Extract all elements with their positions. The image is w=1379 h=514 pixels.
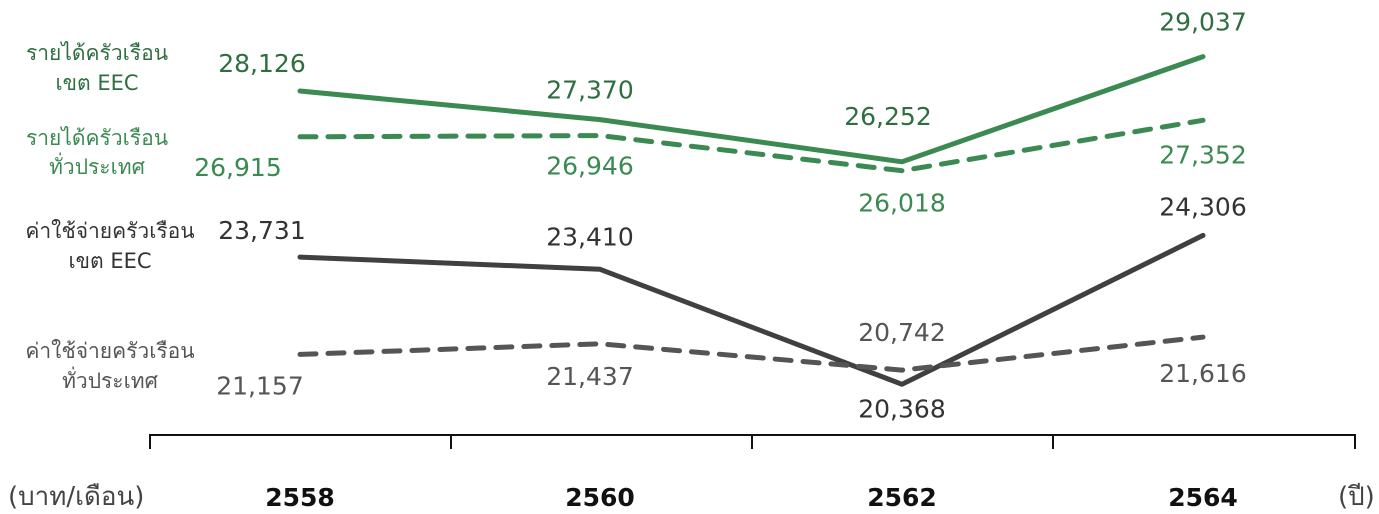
series-line (297, 117, 1206, 174)
data-label: 23,731 (218, 216, 305, 245)
data-label: 21,616 (1159, 359, 1246, 388)
legend-entry-label: รายได้ครัวเรือน (26, 41, 168, 65)
series-line (297, 54, 1206, 165)
x-tick-label: 2560 (565, 483, 635, 512)
x-axis: 2558 2560 2562 2564 (149, 434, 1356, 512)
data-label: 26,946 (546, 152, 633, 181)
legend-entry-label: ทั่วประเทศ (62, 366, 159, 393)
series-lines (297, 54, 1206, 387)
legend-entry-label: รายได้ครัวเรือน (26, 126, 168, 150)
x-tick-label: 2564 (1168, 483, 1238, 512)
data-label: 26,018 (858, 189, 945, 218)
data-label: 26,915 (194, 153, 281, 182)
data-labels: 28,126 27,370 26,252 29,037 26,915 26,946 26,0… (194, 8, 1246, 424)
data-label: 21,437 (546, 362, 633, 391)
data-label: 23,410 (546, 222, 633, 251)
data-label: 20,368 (858, 394, 945, 423)
data-label: 29,037 (1159, 8, 1246, 37)
data-label: 26,252 (844, 102, 931, 131)
data-label: 27,370 (546, 76, 633, 105)
series-line (297, 334, 1206, 373)
legend-entry-label: ค่าใช้จ่ายครัวเรือน (25, 219, 194, 243)
data-label: 27,352 (1159, 140, 1246, 169)
data-label: 21,157 (216, 371, 303, 400)
x-unit-label: (ปี) (1338, 482, 1375, 512)
legend-entry-label: เขต EEC (68, 249, 151, 273)
data-label: 24,306 (1159, 192, 1246, 221)
x-tick-label: 2558 (265, 483, 335, 512)
series-line (297, 232, 1206, 387)
legend-entry-label: ค่าใช้จ่ายครัวเรือน (25, 339, 194, 363)
data-label: 28,126 (218, 49, 305, 78)
data-label: 20,742 (858, 318, 945, 347)
y-unit-label: (บาท/เดือน) (8, 482, 144, 512)
legend-entry-label: เขต EEC (55, 71, 138, 95)
legend-entry-label: ทั่วประเทศ (49, 152, 146, 179)
x-tick-label: 2562 (867, 483, 937, 512)
